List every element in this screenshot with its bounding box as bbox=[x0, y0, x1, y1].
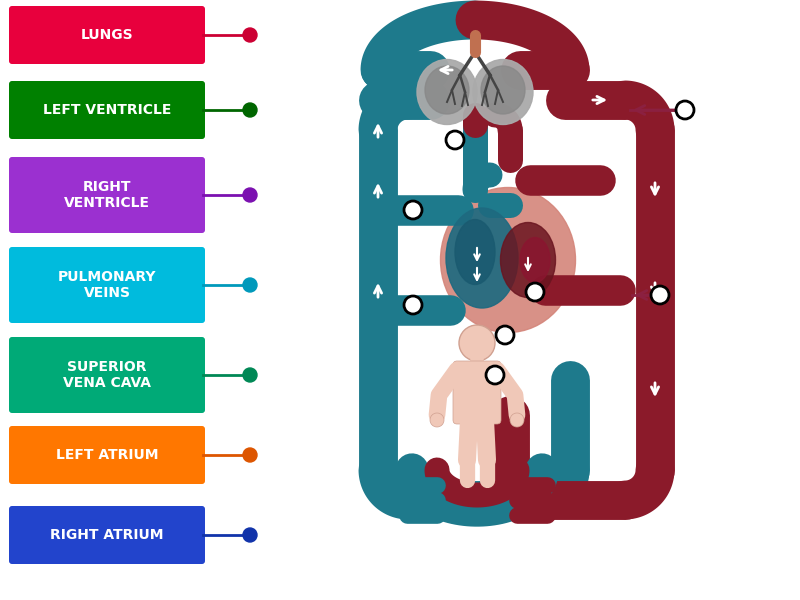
Circle shape bbox=[651, 286, 669, 304]
Ellipse shape bbox=[425, 66, 469, 114]
FancyBboxPatch shape bbox=[453, 361, 501, 424]
Ellipse shape bbox=[481, 66, 525, 114]
Circle shape bbox=[243, 103, 257, 117]
Text: RIGHT
VENTRICLE: RIGHT VENTRICLE bbox=[64, 181, 150, 209]
FancyBboxPatch shape bbox=[9, 6, 205, 64]
Circle shape bbox=[446, 131, 464, 149]
Text: LEFT ATRIUM: LEFT ATRIUM bbox=[56, 448, 158, 462]
Circle shape bbox=[243, 28, 257, 42]
Text: SUPERIOR
VENA CAVA: SUPERIOR VENA CAVA bbox=[63, 361, 151, 389]
Circle shape bbox=[676, 101, 694, 119]
FancyBboxPatch shape bbox=[9, 81, 205, 139]
Circle shape bbox=[486, 366, 504, 384]
Text: LUNGS: LUNGS bbox=[81, 28, 134, 42]
Text: LEFT VENTRICLE: LEFT VENTRICLE bbox=[43, 103, 171, 117]
Circle shape bbox=[243, 448, 257, 462]
Circle shape bbox=[243, 368, 257, 382]
Ellipse shape bbox=[520, 238, 550, 283]
Circle shape bbox=[496, 326, 514, 344]
Circle shape bbox=[430, 413, 444, 427]
FancyBboxPatch shape bbox=[9, 337, 205, 413]
Ellipse shape bbox=[446, 208, 518, 308]
FancyBboxPatch shape bbox=[9, 426, 205, 484]
Circle shape bbox=[243, 278, 257, 292]
Ellipse shape bbox=[417, 59, 477, 124]
Circle shape bbox=[404, 296, 422, 314]
Ellipse shape bbox=[501, 223, 555, 298]
Circle shape bbox=[526, 283, 544, 301]
Circle shape bbox=[459, 325, 495, 361]
Circle shape bbox=[243, 528, 257, 542]
FancyBboxPatch shape bbox=[9, 157, 205, 233]
FancyBboxPatch shape bbox=[9, 247, 205, 323]
Text: PULMONARY
VEINS: PULMONARY VEINS bbox=[58, 271, 156, 299]
Ellipse shape bbox=[441, 187, 575, 332]
Text: RIGHT ATRIUM: RIGHT ATRIUM bbox=[50, 528, 164, 542]
Ellipse shape bbox=[455, 220, 495, 284]
Circle shape bbox=[404, 201, 422, 219]
Ellipse shape bbox=[473, 59, 533, 124]
Circle shape bbox=[243, 188, 257, 202]
Circle shape bbox=[510, 413, 524, 427]
FancyBboxPatch shape bbox=[9, 506, 205, 564]
